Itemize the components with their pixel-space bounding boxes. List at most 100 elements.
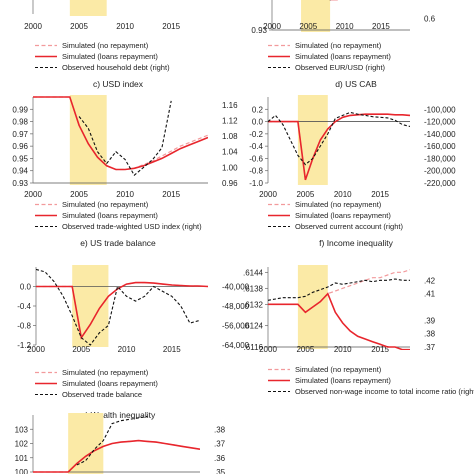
x-tick-label: 2010 [334,190,352,199]
x-tick-label: 2015 [371,190,389,199]
panel-caption: e) US trade balance [80,238,156,248]
y-tick-label-left: .6116 [244,343,264,352]
shaded-period [301,0,331,32]
x-tick-label: 2010 [336,22,354,31]
y-tick-label-left: .6144 [243,268,264,277]
y-tick-label-left: 0.96 [12,142,28,151]
x-tick-label: 2015 [371,345,389,354]
y-tick-label-left: 0.0 [20,283,32,292]
series-line-observed [268,278,410,301]
y-tick-label-right: -140,000 [424,130,456,139]
y-tick-label-left: .6132 [243,300,264,309]
panel-caption: f) Income inequality [319,238,393,248]
y-tick-label-left: 0.94 [12,167,28,176]
x-tick-label: 2000 [27,345,45,354]
shaded-period [68,413,104,474]
x-tick-label: 2010 [334,345,352,354]
y-tick-label-right: -100,000 [424,105,456,114]
series-line-no_repayment [268,269,410,314]
y-tick-label-left: 0.99 [12,105,28,114]
series-line-no_repayment [36,282,208,340]
x-tick-label: 2000 [259,345,277,354]
panel-caption: c) USD index [93,79,144,89]
series-line-no_repayment [268,113,410,181]
x-tick-label: 2005 [299,22,317,31]
series-group [33,415,200,473]
y-tick-label-right: -160,000 [424,142,456,151]
panel-us-cab: 0.2 0.0 -0.2 -0.4 -0.6 -0.8 -1.0 -100,000 -120,0… [249,95,456,248]
y-tick-label-right: -180,000 [424,154,456,163]
shaded-period [69,95,107,185]
panel-income-inequality: .6144 .6138 .6132 .6124 .6116 .42 .41 .39 .38 .37… [243,265,474,396]
y-tick-label-right: .38 [214,425,226,434]
legend-label-no_repayment: Simulated (no repayment) [62,41,149,50]
y-tick-label-left: -1.2 [17,341,31,350]
y-tick-label-left: 0.95 [12,154,28,163]
y-tick-label-left: 0.97 [12,130,28,139]
y-tick-label-right: .38 [424,330,436,339]
y-tick-label-right: -64,000 [222,341,250,350]
y-tick-label-right: 1.12 [222,116,238,125]
series-line-loans_repayment [36,281,208,340]
y-tick-label-left: 100 [15,468,29,474]
y-tick-label-right: .42 [424,276,436,285]
y-tick-label-right: .36 [214,454,226,463]
legend-label-observed: Observed non-wage income to total income… [295,387,474,396]
y-tick-label-left: 0.0 [252,118,264,127]
y-tick-label-right: 1.16 [222,101,238,110]
panel-usd-index: 0.99 0.98 0.97 0.96 0.95 0.94 0.93 1.16 1.12 1.08… [12,95,238,248]
series-group [268,269,410,350]
x-tick-label: 2015 [162,190,180,199]
y-tick-label-left: .6138 [243,284,264,293]
legend-label-loans_repayment: Simulated (loans repayment) [62,52,158,61]
panel-eur-usd: 0.93 0.6 2000 2005 2010 2015 Simulated (no rep… [251,0,436,89]
legend-label-observed: Observed household debt (right) [62,63,170,72]
x-tick-label: 2000 [24,190,42,199]
panel-us-trade-balance: 0.0 -0.4 -0.8 -1.2 -40,000 -48,000 -56,000 -64,… [17,265,250,420]
x-tick-label: 2000 [263,22,281,31]
x-tick-label: 2005 [70,190,88,199]
x-tick-label: 2000 [259,190,277,199]
shaded-period [69,0,107,16]
y-tick-label-left: 0.93 [12,179,28,188]
legend-label-loans_repayment: Simulated (loans repayment) [62,379,158,388]
y-tick-label-left: -0.6 [249,154,263,163]
x-tick-label: 2000 [24,22,42,31]
series-line-loans_repayment [33,96,208,171]
legend-label-observed: Observed trade-wighted USD index (right) [62,222,202,231]
series-line-observed [78,100,172,177]
legend-label-no_repayment: Simulated (no repayment) [295,365,382,374]
y-tick-label-left: 0.2 [252,105,264,114]
legend-label-no_repayment: Simulated (no repayment) [295,41,382,50]
series-line-observed [76,415,148,466]
y-tick-label-left: 103 [15,425,29,434]
y-tick-label-right: -48,000 [222,302,250,311]
series-line-loans_repayment [33,439,200,473]
series-group [268,111,410,181]
x-tick-label: 2005 [70,22,88,31]
y-tick-label-right: .41 [424,290,436,299]
x-tick-label: 2005 [72,345,90,354]
panel-caption: g) Wealth inequality [81,410,156,420]
x-tick-label: 2015 [163,345,181,354]
legend-label-observed: Observed current account (right) [295,222,403,231]
series-group [33,96,208,177]
x-tick-label: 2010 [118,345,136,354]
legend-label-observed: Observed EUR/USD (right) [295,63,386,72]
series-group [36,268,208,346]
legend-label-no_repayment: Simulated (no repayment) [295,200,382,209]
y-tick-label-right: -56,000 [222,322,250,331]
series-line-observed [268,111,410,166]
y-tick-label-right: .39 [424,316,436,325]
y-tick-label-right: 0.96 [222,179,238,188]
x-tick-label: 2015 [372,22,390,31]
series-line-no_repayment [33,96,208,171]
shaded-period [72,265,109,347]
legend-label-observed: Observed trade balance [62,390,142,399]
y-tick-label-right: 0.6 [424,14,436,23]
y-tick-label-left: 0.98 [12,118,28,127]
panel-wealth-inequality: 103 102 101 100 .38 .37 .36 .35 [15,413,226,474]
panel-household-debt: 2000 2005 2010 2015 Simulated (no repayment)… [24,0,181,89]
y-tick-label-right: 1.08 [222,132,238,141]
legend-label-loans_repayment: Simulated (loans repayment) [62,211,158,220]
